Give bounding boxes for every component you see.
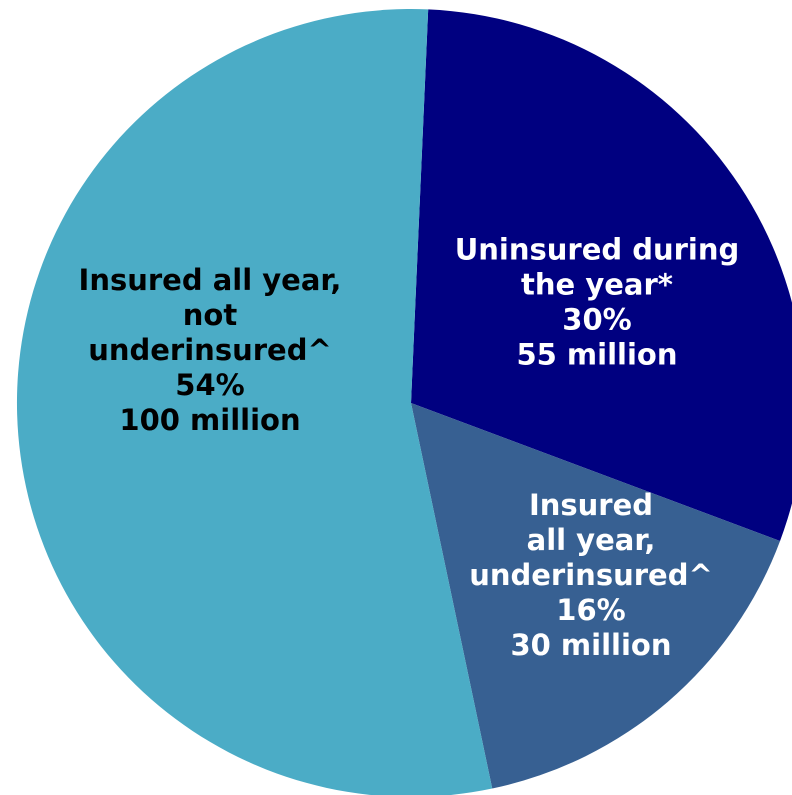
slice-label-line: underinsured^ — [88, 333, 332, 367]
slice-label-line: all year, — [527, 523, 656, 557]
pie-slices — [17, 9, 792, 795]
slice-label-0: Uninsured during the year* 30% 55 million — [455, 233, 740, 372]
slice-label-line: Uninsured during — [455, 233, 740, 267]
slice-count-label: 100 million — [119, 403, 300, 437]
slice-percent-label: 16% — [556, 593, 625, 627]
slice-percent-label: 30% — [562, 303, 631, 337]
slice-count-label: 30 million — [510, 628, 671, 662]
pie-slice-0 — [411, 9, 792, 541]
slice-label-line: Insured all year, — [79, 263, 342, 297]
pie-labels: Uninsured during the year* 30% 55 million In… — [79, 233, 740, 663]
slice-label-1: Insured all year, underinsured^ 16% 30 milli… — [469, 488, 713, 662]
slice-label-line: underinsured^ — [469, 558, 713, 592]
slice-label-line: the year* — [521, 268, 673, 302]
pie-slice-2 — [17, 9, 493, 795]
slice-label-line: not — [183, 298, 238, 332]
slice-percent-label: 54% — [175, 368, 244, 402]
pie-slice-1 — [411, 403, 781, 789]
slice-label-line: Insured — [529, 488, 653, 522]
slice-count-label: 55 million — [516, 338, 677, 372]
slice-label-2: Insured all year, not underinsured^ 54% 100 … — [79, 263, 342, 437]
